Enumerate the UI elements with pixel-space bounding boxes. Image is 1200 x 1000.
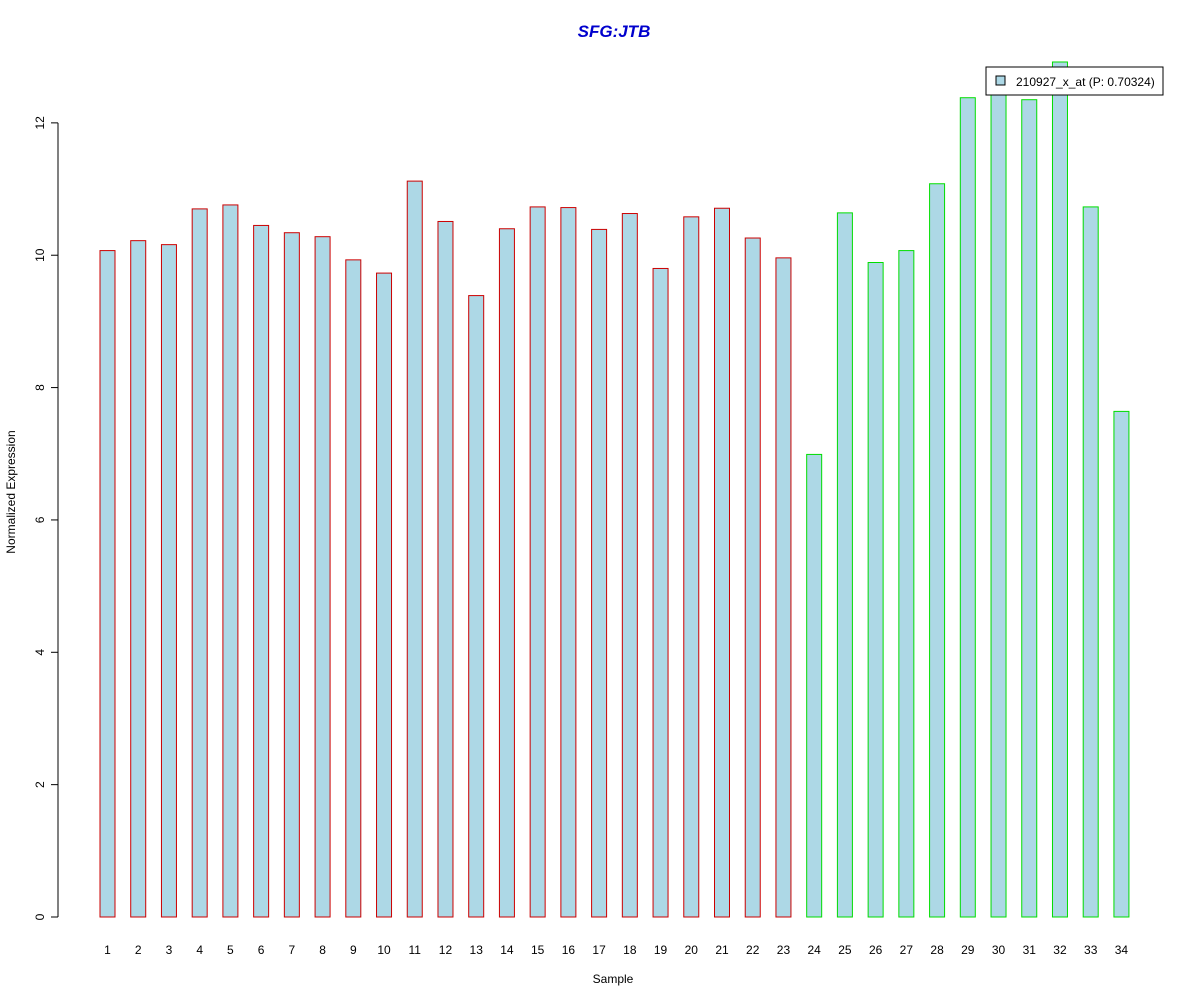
bar-sample-16	[560, 207, 577, 918]
y-axis-label: Normalized Expression	[4, 430, 18, 553]
x-tick-label: 33	[1084, 943, 1098, 957]
bar-sample-3	[160, 244, 177, 918]
x-tick-labels: 1 2 3 4 5 6 7 8 9 10 11 12 13 14 15 16 17 18 19 20 21 22 23 24 2…	[104, 943, 1128, 957]
y-tick-label: 4	[33, 649, 47, 656]
x-tick-label: 22	[746, 943, 760, 957]
bars	[99, 61, 1130, 918]
bar-sample-13	[468, 295, 485, 918]
x-tick-label: 28	[930, 943, 944, 957]
bar-sample-23	[775, 257, 792, 918]
bar-sample-26	[867, 262, 884, 918]
x-tick-label: 3	[166, 943, 173, 957]
chart-title: SFG:JTB	[578, 22, 651, 41]
x-tick-label: 18	[623, 943, 637, 957]
x-tick-label: 16	[562, 943, 576, 957]
bar-sample-11	[406, 180, 423, 918]
y-tick-label: 12	[33, 116, 47, 130]
y-tick-label: 2	[33, 781, 47, 788]
bar-sample-27	[898, 250, 915, 918]
legend-swatch	[995, 75, 1006, 86]
bar-sample-14	[498, 228, 515, 918]
x-tick-label: 32	[1053, 943, 1067, 957]
x-tick-label: 30	[992, 943, 1006, 957]
x-axis-label: Sample	[593, 972, 634, 986]
bar-sample-28	[929, 183, 946, 918]
bar-sample-10	[376, 272, 393, 918]
x-tick-label: 13	[470, 943, 484, 957]
x-tick-label: 25	[838, 943, 852, 957]
bar-sample-31	[1021, 99, 1038, 918]
bar-sample-1	[99, 250, 116, 918]
legend: 210927_x_at (P: 0.70324)	[985, 66, 1164, 96]
bar-sample-17	[591, 228, 608, 918]
x-tick-label: 4	[196, 943, 203, 957]
x-tick-label: 20	[685, 943, 699, 957]
bar-sample-25	[836, 212, 853, 918]
x-tick-label: 19	[654, 943, 668, 957]
bar-sample-12	[437, 220, 454, 918]
x-tick-label: 14	[500, 943, 514, 957]
bar-sample-22	[744, 237, 761, 918]
x-tick-label: 1	[104, 943, 111, 957]
x-tick-label: 31	[1023, 943, 1037, 957]
x-tick-label: 15	[531, 943, 545, 957]
x-tick-label: 5	[227, 943, 234, 957]
legend-label: 210927_x_at (P: 0.70324)	[1016, 75, 1155, 89]
x-tick-label: 34	[1115, 943, 1129, 957]
x-tick-label: 23	[777, 943, 791, 957]
x-tick-label: 10	[377, 943, 391, 957]
bar-sample-20	[683, 216, 700, 918]
bar-sample-32	[1051, 61, 1068, 918]
y-tick-label: 0	[33, 913, 47, 920]
x-tick-label: 27	[900, 943, 914, 957]
bar-sample-8	[314, 236, 331, 918]
x-tick-label: 11	[409, 943, 422, 957]
x-tick-label: 21	[715, 943, 729, 957]
bar-sample-7	[283, 232, 300, 918]
y-axis: 0 2 4 6 8 10 12	[33, 116, 59, 920]
x-tick-label: 2	[135, 943, 142, 957]
x-tick-label: 26	[869, 943, 883, 957]
bar-sample-34	[1113, 410, 1130, 918]
x-tick-label: 7	[289, 943, 296, 957]
bar-sample-18	[621, 213, 638, 918]
y-tick-label: 8	[33, 384, 47, 391]
bar-sample-33	[1082, 206, 1099, 918]
x-tick-label: 12	[439, 943, 453, 957]
bar-sample-24	[806, 453, 823, 918]
y-tick-label: 6	[33, 516, 47, 523]
bar-sample-21	[714, 207, 730, 918]
bar-sample-5	[222, 204, 239, 918]
x-tick-label: 17	[592, 943, 606, 957]
x-tick-label: 24	[808, 943, 822, 957]
bar-sample-9	[345, 259, 362, 918]
x-tick-label: 8	[319, 943, 326, 957]
bar-sample-2	[130, 240, 147, 918]
x-tick-label: 6	[258, 943, 265, 957]
legend-box	[985, 66, 1164, 96]
bar-sample-30	[990, 93, 1007, 918]
bar-sample-15	[529, 206, 546, 918]
y-tick-label: 10	[33, 248, 47, 262]
bar-sample-29	[959, 97, 976, 918]
bar-sample-19	[652, 267, 669, 918]
x-tick-label: 29	[961, 943, 975, 957]
bar-sample-4	[191, 208, 208, 918]
x-tick-label: 9	[350, 943, 357, 957]
bar-sample-6	[253, 224, 270, 918]
